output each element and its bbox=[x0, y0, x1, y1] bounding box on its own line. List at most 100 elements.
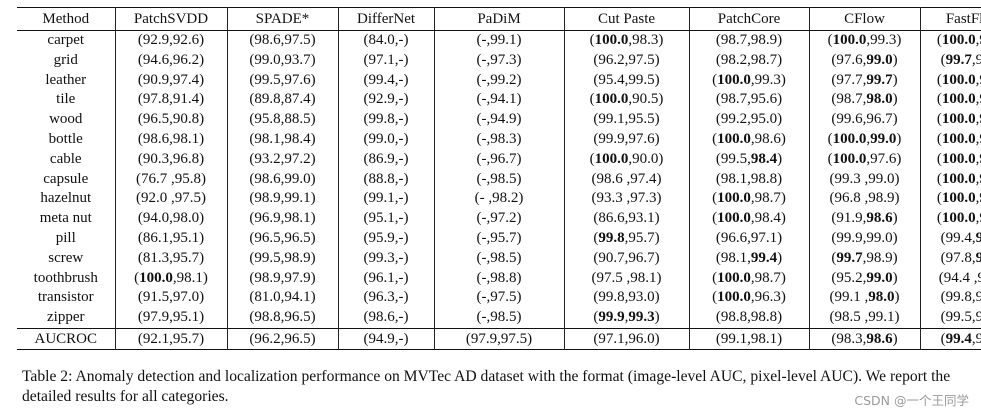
table-row: carpet (92.9,92.6) (98.6,97.5) (84.0,-) (-,9… bbox=[17, 30, 981, 51]
value-cell: (99.4,99.2) bbox=[919, 228, 981, 249]
value-cell: (99.3,-) bbox=[337, 248, 434, 269]
value-cell: (99.4,-) bbox=[337, 70, 434, 91]
table-row: zipper (97.9,95.1) (98.8,96.5) (98.6,-) (-,9… bbox=[17, 308, 981, 329]
table-row: hazelnut (92.0 ,97.5) (98.9,99.1) (99.1,-) (… bbox=[17, 189, 981, 210]
value-cell: (96.6,97.1) bbox=[688, 228, 809, 249]
category-cell: grid bbox=[53, 51, 78, 68]
category-cell: transistor bbox=[37, 289, 94, 306]
value-cell: (-,94.1) bbox=[433, 90, 564, 111]
value-cell: (-,98.5) bbox=[433, 308, 564, 329]
value-cell: (95.4,99.5) bbox=[563, 70, 689, 91]
value-cell: (98.7,95.6) bbox=[688, 90, 809, 111]
value-cell: (98.9,99.1) bbox=[226, 189, 338, 210]
value-cell: (98.8,98.8) bbox=[688, 308, 809, 329]
value-cell: (99.5,97.6) bbox=[226, 70, 338, 91]
category-cell: AUCROC bbox=[34, 330, 97, 347]
value-cell: (99.8,95.7) bbox=[563, 228, 689, 249]
value-cell: (-,97.5) bbox=[433, 288, 564, 309]
category-cell: hazelnut bbox=[40, 190, 92, 207]
value-cell: (92.9,-) bbox=[337, 90, 434, 111]
header-row: Method PatchSVDD SPADE* DifferNet PaDiM Cut P… bbox=[17, 7, 981, 31]
value-cell: (98.6,-) bbox=[337, 308, 434, 329]
value-cell: (-,98.5) bbox=[433, 248, 564, 269]
value-cell: (96.5,96.5) bbox=[226, 228, 338, 249]
value-cell: (100.0,98.7) bbox=[688, 268, 809, 289]
value-cell: (100.0,99.5) bbox=[919, 70, 981, 91]
value-cell: (99.9,97.6) bbox=[563, 129, 689, 150]
value-cell: (86.1,95.1) bbox=[114, 228, 227, 249]
table-row: tile (97.8,91.4) (89.8,87.4) (92.9,-) (-,94.… bbox=[17, 90, 981, 111]
value-cell: (99.8,93.0) bbox=[563, 288, 689, 309]
table-body: carpet (92.9,92.6) (98.6,97.5) (84.0,-) (-,9… bbox=[17, 30, 981, 329]
value-cell: (95.2,99.0) bbox=[808, 268, 920, 289]
value-cell: (100.0,90.5) bbox=[563, 90, 689, 111]
value-cell: (99.5,98.4) bbox=[688, 149, 809, 170]
value-cell: (98.2,98.7) bbox=[688, 50, 809, 71]
value-cell: (99.6,96.7) bbox=[808, 110, 920, 130]
value-cell: (98.3,98.6) bbox=[808, 328, 920, 350]
category-cell: meta nut bbox=[39, 210, 92, 227]
value-cell: (95.8,88.5) bbox=[226, 110, 338, 130]
value-cell: (91.9,98.6) bbox=[808, 209, 920, 229]
value-cell: (97.8,99.4) bbox=[919, 248, 981, 269]
value-cell: (99.1,98.1) bbox=[688, 328, 809, 350]
category-cell: zipper bbox=[47, 309, 85, 326]
value-cell: (-,97.3) bbox=[433, 50, 564, 71]
value-cell: (94.4 ,98.9) bbox=[919, 268, 981, 289]
value-cell: (96.2,97.5) bbox=[563, 50, 689, 71]
category-cell: capsule bbox=[43, 170, 89, 187]
column-header: DifferNet bbox=[337, 7, 434, 31]
value-cell: (100.0,98.1) bbox=[114, 268, 227, 289]
category-cell: toothbrush bbox=[33, 269, 98, 286]
value-cell: (99.9,99.0) bbox=[808, 228, 920, 249]
value-cell: (98.8,96.5) bbox=[226, 308, 338, 329]
category-cell: screw bbox=[48, 249, 84, 266]
column-header: PatchSVDD bbox=[114, 7, 227, 31]
value-cell: (98.6,98.1) bbox=[114, 129, 227, 150]
value-cell: (92.0 ,97.5) bbox=[114, 189, 227, 210]
value-cell: (-,98.8) bbox=[433, 268, 564, 289]
value-cell: (100.0,98.4) bbox=[688, 209, 809, 229]
value-cell: (100.0,90.0) bbox=[563, 149, 689, 170]
table-row: leather (90.9,97.4) (99.5,97.6) (99.4,-) (-,… bbox=[17, 70, 981, 91]
value-cell: (100.0,98.5) bbox=[919, 209, 981, 229]
value-cell: (86.6,93.1) bbox=[563, 209, 689, 229]
column-header: SPADE* bbox=[226, 7, 338, 31]
value-cell: (92.9,92.6) bbox=[114, 30, 227, 51]
value-cell: (91.5,97.0) bbox=[114, 288, 227, 309]
value-cell: (84.0,-) bbox=[337, 30, 434, 51]
value-cell: (99.0,-) bbox=[337, 129, 434, 150]
column-header: CFlow bbox=[808, 7, 920, 31]
value-cell: (97.5 ,98.1) bbox=[563, 268, 689, 289]
value-cell: (95.1,-) bbox=[337, 209, 434, 229]
value-cell: (100.0,99.0) bbox=[808, 129, 920, 150]
value-cell: (90.9,97.4) bbox=[114, 70, 227, 91]
category-cell: wood bbox=[49, 111, 83, 128]
value-cell: (99.0,93.7) bbox=[226, 50, 338, 71]
value-cell: (100.0,98.7) bbox=[688, 189, 809, 210]
column-header: FastFlow bbox=[919, 7, 981, 31]
value-cell: (-,99.2) bbox=[433, 70, 564, 91]
value-cell: (100.0,99.1) bbox=[919, 189, 981, 210]
table-row: meta nut (94.0,98.0) (96.9,98.1) (95.1,-) (-… bbox=[17, 209, 981, 229]
value-cell: (99.5,98.9) bbox=[226, 248, 338, 269]
value-cell: (99.1,-) bbox=[337, 189, 434, 210]
column-header: PaDiM bbox=[433, 7, 564, 31]
value-cell: (90.3,96.8) bbox=[114, 149, 227, 170]
value-cell: (98.7,98.9) bbox=[688, 30, 809, 51]
value-cell: (97.1,96.0) bbox=[563, 328, 689, 350]
value-cell: (98.6 ,97.4) bbox=[563, 169, 689, 190]
category-cell: leather bbox=[45, 71, 87, 88]
value-cell: (98.9,97.9) bbox=[226, 268, 338, 289]
aucroc-row: AUCROC (92.1,95.7) (96.2,96.5) (94.9,-) (97.… bbox=[17, 328, 981, 350]
value-cell: (-,96.7) bbox=[433, 149, 564, 170]
value-cell: (98.7,98.0) bbox=[808, 90, 920, 111]
value-cell: (-,98.5) bbox=[433, 169, 564, 190]
value-cell: (93.3 ,97.3) bbox=[563, 189, 689, 210]
value-cell: (99.2,95.0) bbox=[688, 110, 809, 130]
value-cell: (-,97.2) bbox=[433, 209, 564, 229]
value-cell: (98.1,99.4) bbox=[688, 248, 809, 269]
value-cell: (97.8,91.4) bbox=[114, 90, 227, 111]
value-cell: (100.0,98.4) bbox=[919, 149, 981, 170]
category-cell: pill bbox=[55, 229, 76, 246]
